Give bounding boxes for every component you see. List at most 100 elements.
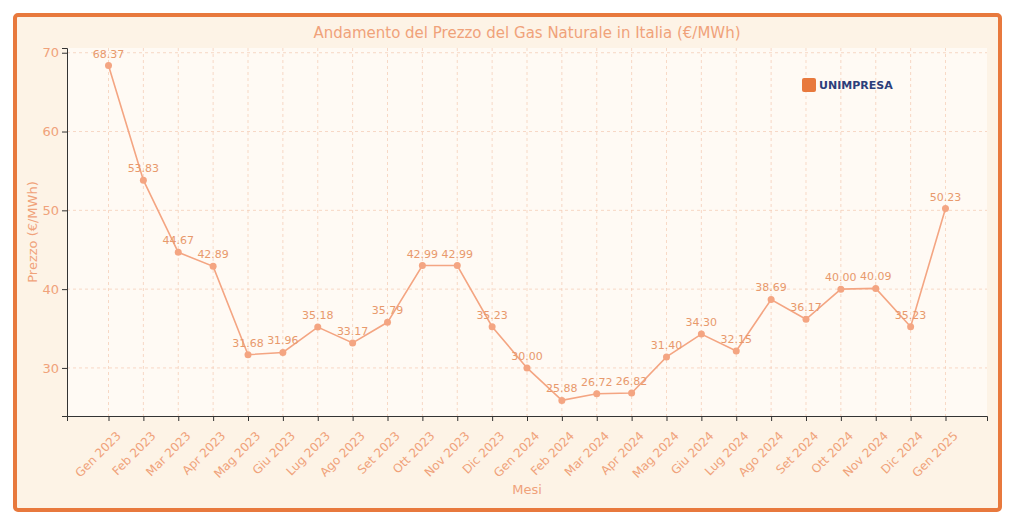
- grid-line-x: [701, 48, 702, 416]
- y-tick-label: 50: [42, 203, 59, 218]
- grid-line-x: [805, 48, 806, 416]
- data-label: 36.17: [790, 301, 822, 314]
- chart: 30 40 50 60 70 Gen 2023Feb 2023Mar 2023Apr 20…: [0, 0, 1024, 526]
- y-tick-label: 30: [42, 361, 59, 376]
- x-tick-mark: [248, 416, 249, 421]
- y-tick: 60: [42, 124, 67, 139]
- point: [593, 390, 600, 397]
- y-tick-label: 60: [42, 124, 59, 139]
- point: [628, 389, 635, 396]
- data-label: 31.68: [232, 337, 264, 350]
- point: [733, 347, 740, 354]
- x-tick-mark: [736, 416, 737, 421]
- x-tick-mark: [806, 416, 807, 421]
- data-label: 32.15: [720, 333, 752, 346]
- grid-line-x: [108, 48, 109, 416]
- data-label: 44.67: [163, 234, 195, 247]
- point: [175, 249, 182, 256]
- y-tick: 40: [42, 282, 67, 297]
- x-tick-mark: [771, 416, 772, 421]
- data-label: 26.82: [616, 375, 648, 388]
- grid-line-x: [422, 48, 423, 416]
- data-label: 35.79: [372, 304, 404, 317]
- point: [698, 331, 705, 338]
- logo-icon: [802, 78, 816, 92]
- x-tick-mark: [109, 416, 110, 421]
- plot-background: [67, 48, 987, 416]
- grid-line-x: [666, 48, 667, 416]
- series: [105, 62, 949, 404]
- logo-text: UNIMPRESA: [819, 79, 893, 92]
- x-tick-mark: [422, 416, 423, 421]
- y-axis-line: [62, 49, 68, 417]
- line: [109, 66, 946, 401]
- x-tick-mark: [527, 416, 528, 421]
- data-label: 31.96: [267, 334, 299, 347]
- grid-line-x: [282, 48, 283, 416]
- data-label: 53.83: [128, 162, 159, 175]
- y-tick-mark: [62, 53, 67, 54]
- grid-line-x: [875, 48, 876, 416]
- grid: [67, 48, 987, 416]
- point: [384, 319, 391, 326]
- data-label: 40.00: [825, 271, 857, 284]
- data-label: 50.23: [930, 191, 962, 204]
- point: [768, 296, 775, 303]
- data-label: 34.30: [686, 316, 718, 329]
- data-label: 42.89: [197, 248, 229, 261]
- x-tick-mark: [597, 416, 598, 421]
- point: [663, 353, 670, 360]
- data-label: 68.37: [93, 48, 125, 61]
- grid-line-x: [631, 48, 632, 416]
- y-tick: 30: [42, 361, 67, 376]
- data-label: 33.17: [337, 325, 369, 338]
- y-axis-title: Prezzo (€/MWh): [25, 181, 40, 283]
- data-label: 42.99: [407, 248, 439, 261]
- frame: [15, 15, 1000, 510]
- y-tick-mark: [62, 132, 67, 133]
- grid-line-x: [352, 48, 353, 416]
- grid-line-x: [248, 48, 249, 416]
- x-tick-mark: [562, 416, 563, 421]
- x-tick-mark: [213, 416, 214, 421]
- x-tick-mark: [911, 416, 912, 421]
- point: [802, 316, 809, 323]
- x-tick-mark: [666, 416, 667, 421]
- grid-line-x: [492, 48, 493, 416]
- y-axis: 30 40 50 60 70: [42, 45, 67, 416]
- point: [314, 324, 321, 331]
- data-labels: 68.3753.8344.6742.8931.6831.9635.1833.17…: [93, 48, 961, 396]
- y-tick-mark: [62, 368, 67, 369]
- y-tick-mark: [62, 289, 67, 290]
- x-tick-label: Gen 2025: [909, 429, 960, 480]
- data-label: 31.40: [651, 339, 683, 352]
- x-axis-title: Mesi: [512, 482, 542, 497]
- data-label: 42.99: [442, 248, 474, 261]
- data-label: 35.23: [895, 309, 927, 322]
- data-label: 25.88: [546, 382, 578, 395]
- point: [210, 263, 217, 270]
- x-tick-mark: [945, 416, 946, 421]
- logo: UNIMPRESA: [802, 78, 893, 92]
- grid-line-x: [840, 48, 841, 416]
- point: [279, 349, 286, 356]
- point: [245, 351, 252, 358]
- grid-line-x: [387, 48, 388, 416]
- x-axis: Gen 2023Feb 2023Mar 2023Apr 2023Mag 2023…: [68, 416, 988, 481]
- x-tick: Gen 2025: [909, 416, 960, 480]
- point: [140, 177, 147, 184]
- grid-line-x: [945, 48, 946, 416]
- grid-line-y: [67, 210, 987, 211]
- grid-line-y: [67, 131, 987, 132]
- data-label: 35.23: [476, 309, 508, 322]
- point: [524, 364, 531, 371]
- data-label: 26.72: [581, 376, 613, 389]
- grid-line-x: [596, 48, 597, 416]
- grid-line-x: [317, 48, 318, 416]
- plot: 30 40 50 60 70 Gen 2023Feb 2023Mar 2023Apr 20…: [42, 45, 987, 481]
- x-tick-mark: [283, 416, 284, 421]
- grid-line-x: [910, 48, 911, 416]
- y-tick: 70: [42, 45, 67, 60]
- grid-line-x: [178, 48, 179, 416]
- point: [454, 262, 461, 269]
